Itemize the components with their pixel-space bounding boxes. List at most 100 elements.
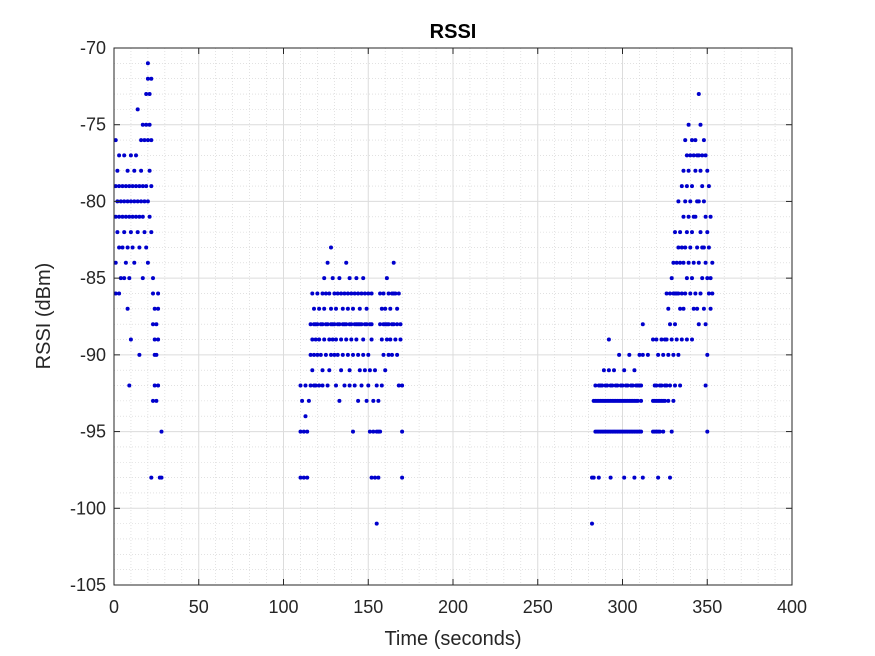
data-point [696, 322, 701, 327]
data-point [118, 199, 123, 204]
data-point [678, 306, 683, 311]
data-point [149, 230, 154, 235]
data-point [301, 475, 306, 480]
data-point [590, 521, 594, 526]
data-point [656, 475, 661, 480]
data-point [701, 199, 706, 204]
data-point [393, 291, 398, 296]
data-point [327, 368, 332, 373]
data-point [128, 230, 133, 235]
data-point [673, 383, 677, 388]
data-point [359, 291, 364, 296]
data-point [320, 368, 325, 373]
data-point [666, 306, 671, 311]
data-point [305, 429, 310, 434]
data-point [356, 352, 361, 357]
data-point [373, 475, 377, 480]
data-point [686, 260, 691, 265]
data-point [128, 337, 133, 342]
data-point [369, 475, 374, 480]
data-point [668, 383, 672, 388]
data-point [144, 245, 149, 250]
data-point [332, 291, 337, 296]
data-point [332, 352, 337, 357]
data-point [127, 383, 132, 388]
data-point [698, 122, 703, 127]
x-tick-label: 250 [523, 597, 553, 617]
data-point [400, 383, 405, 388]
data-point [688, 199, 693, 204]
data-point [334, 337, 338, 342]
data-point [115, 230, 120, 235]
y-tick-label: -75 [80, 115, 106, 135]
data-point [325, 322, 330, 327]
data-point [139, 199, 144, 204]
data-point [693, 168, 698, 173]
data-point [361, 276, 366, 281]
data-point [669, 337, 674, 342]
data-point [622, 475, 627, 480]
data-point [639, 398, 644, 403]
data-point [117, 291, 122, 296]
data-point [349, 291, 354, 296]
data-point [374, 383, 379, 388]
data-point [664, 291, 669, 296]
data-point [151, 291, 155, 296]
data-point [342, 291, 347, 296]
data-point [703, 322, 708, 327]
data-point [305, 475, 310, 480]
data-point [132, 260, 137, 265]
data-point [400, 475, 405, 480]
data-point [113, 184, 118, 189]
y-tick-label: -80 [80, 191, 106, 211]
data-point [367, 368, 372, 373]
data-point [145, 76, 150, 81]
data-point [662, 398, 667, 403]
data-point [395, 306, 400, 311]
data-point [123, 184, 128, 189]
data-point [364, 322, 369, 327]
data-point [327, 291, 332, 296]
data-point [139, 168, 144, 173]
data-point [361, 337, 366, 342]
data-point [696, 153, 701, 158]
data-point [668, 322, 672, 327]
data-point [698, 168, 703, 173]
data-point [313, 383, 318, 388]
data-point [691, 260, 696, 265]
data-point [345, 291, 350, 296]
data-point [591, 475, 596, 480]
y-tick-label: -100 [70, 498, 106, 518]
data-point [367, 429, 372, 434]
data-point [659, 383, 664, 388]
data-point [147, 122, 152, 127]
data-point [337, 276, 342, 281]
y-axis-ticks: -105 -100 -95 -90 -85 -80 -75 -70 [70, 38, 792, 595]
x-tick-label: 300 [607, 597, 637, 617]
data-point [396, 383, 401, 388]
data-point [325, 383, 330, 388]
x-tick-label: 0 [109, 597, 119, 617]
data-point [701, 138, 706, 143]
data-point [617, 352, 622, 357]
data-point [115, 168, 120, 173]
data-point [329, 306, 333, 311]
data-point [671, 260, 676, 265]
data-point [703, 383, 708, 388]
data-point [337, 322, 342, 327]
data-point [673, 230, 677, 235]
data-points [113, 61, 715, 526]
data-point [688, 153, 693, 158]
data-point [359, 383, 364, 388]
data-point [651, 337, 655, 342]
data-point [684, 153, 689, 158]
data-point [384, 337, 389, 342]
data-point [695, 306, 700, 311]
data-point [344, 322, 349, 327]
data-point [684, 337, 689, 342]
data-point [135, 107, 140, 112]
y-tick-label: -70 [80, 38, 106, 58]
data-point [676, 245, 681, 250]
data-point [693, 138, 698, 143]
data-point [698, 230, 703, 235]
